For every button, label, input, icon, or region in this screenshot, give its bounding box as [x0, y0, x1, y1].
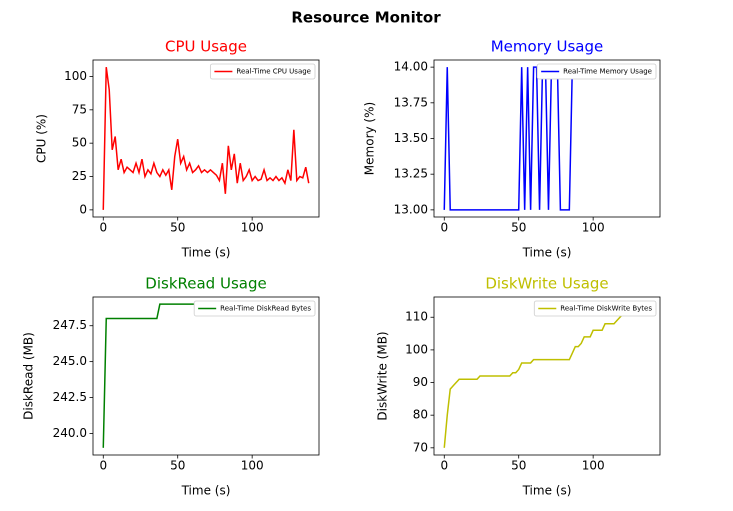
- y-tick-label: 13.75: [394, 95, 428, 109]
- y-tick-label: 25: [72, 169, 87, 183]
- x-axis-label: Time (s): [522, 246, 572, 260]
- y-tick-label: 14.00: [394, 60, 428, 74]
- x-tick-label: 0: [99, 459, 107, 473]
- legend: Real-Time DiskWrite Bytes: [533, 300, 657, 317]
- y-axis-label: DiskWrite (MB): [376, 331, 390, 420]
- y-tick-label: 90: [413, 375, 428, 389]
- y-tick-label: 13.25: [394, 167, 428, 181]
- axes-frame: [92, 59, 320, 218]
- legend: Real-Time Memory Usage: [536, 63, 657, 80]
- x-tick-label: 0: [440, 221, 448, 235]
- x-tick-label: 50: [511, 221, 526, 235]
- legend-box: [193, 300, 316, 317]
- x-axis-label: Time (s): [181, 484, 231, 498]
- y-tick-label: 245.0: [53, 354, 87, 368]
- x-tick-label: 50: [170, 221, 185, 235]
- x-tick-label: 50: [511, 459, 526, 473]
- figure-title: Resource Monitor: [291, 9, 441, 27]
- x-tick-label: 100: [241, 459, 264, 473]
- x-axis-label: Time (s): [522, 484, 572, 498]
- data-line: [102, 67, 310, 210]
- y-tick-label: 100: [64, 69, 87, 83]
- x-tick-label: 0: [440, 459, 448, 473]
- legend: Real-Time DiskRead Bytes: [193, 300, 316, 317]
- plot-area: [443, 303, 650, 448]
- legend-box: [209, 63, 316, 80]
- y-tick-label: 110: [405, 310, 428, 324]
- y-tick-label: 247.5: [53, 318, 87, 332]
- x-tick-label: 100: [582, 221, 605, 235]
- y-tick-label: 75: [72, 102, 87, 116]
- y-tick-label: 70: [413, 440, 428, 454]
- x-tick-label: 100: [582, 459, 605, 473]
- subplot-title: Memory Usage: [491, 38, 604, 56]
- axes-frame: [92, 296, 320, 456]
- y-tick-label: 80: [413, 408, 428, 422]
- subplot-title: DiskWrite Usage: [485, 275, 608, 293]
- data-line: [443, 303, 650, 448]
- legend-label: Real-Time CPU Usage: [236, 68, 311, 76]
- y-tick-label: 100: [405, 342, 428, 356]
- y-tick-label: 13.00: [394, 202, 428, 216]
- y-axis-label: CPU (%): [35, 114, 49, 163]
- y-tick-label: 0: [79, 202, 87, 216]
- x-tick-label: 50: [170, 459, 185, 473]
- subplot-title: DiskRead Usage: [145, 275, 266, 293]
- y-axis-label: Memory (%): [363, 102, 377, 175]
- y-tick-label: 13.50: [394, 131, 428, 145]
- y-axis-label: DiskRead (MB): [22, 332, 36, 420]
- legend-label: Real-Time DiskWrite Bytes: [560, 305, 652, 313]
- axes-frame: [433, 296, 661, 456]
- x-axis-label: Time (s): [181, 246, 231, 260]
- y-tick-label: 242.5: [53, 390, 87, 404]
- subplot-title: CPU Usage: [165, 38, 247, 56]
- legend-box: [536, 63, 657, 80]
- y-tick-label: 240.0: [53, 426, 87, 440]
- y-tick-label: 50: [72, 136, 87, 150]
- x-tick-label: 100: [241, 221, 264, 235]
- legend-label: Real-Time Memory Usage: [563, 68, 652, 76]
- legend-box: [533, 300, 657, 317]
- legend-label: Real-Time DiskRead Bytes: [220, 305, 311, 313]
- plot-area: [102, 67, 310, 210]
- x-tick-label: 0: [99, 221, 107, 235]
- legend: Real-Time CPU Usage: [209, 63, 316, 80]
